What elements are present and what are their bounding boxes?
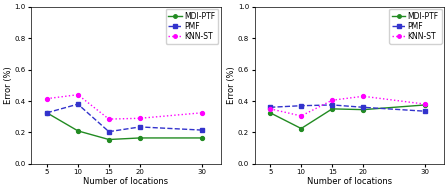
- Line: MDI-PTF: MDI-PTF: [268, 103, 427, 131]
- KNN-ST: [75, 93, 81, 96]
- PMF: [137, 126, 142, 128]
- KNN-ST: [106, 118, 112, 120]
- Line: PMF: PMF: [268, 103, 427, 113]
- X-axis label: Number of locations: Number of locations: [83, 177, 168, 186]
- PMF: [422, 110, 428, 112]
- MDI-PTF: [44, 112, 50, 114]
- PMF: [330, 104, 335, 106]
- PMF: [75, 103, 81, 105]
- PMF: [298, 105, 304, 107]
- Legend: MDI-PTF, PMF, KNN-ST: MDI-PTF, PMF, KNN-ST: [389, 9, 442, 44]
- KNN-ST: [361, 95, 366, 97]
- Y-axis label: Error (%): Error (%): [228, 66, 237, 104]
- KNN-ST: [267, 108, 273, 110]
- KNN-ST: [199, 112, 205, 114]
- PMF: [199, 129, 205, 131]
- MDI-PTF: [361, 108, 366, 111]
- PMF: [361, 106, 366, 108]
- KNN-ST: [137, 117, 142, 120]
- Legend: MDI-PTF, PMF, KNN-ST: MDI-PTF, PMF, KNN-ST: [166, 9, 218, 44]
- MDI-PTF: [330, 108, 335, 110]
- PMF: [44, 112, 50, 114]
- PMF: [267, 106, 273, 108]
- X-axis label: Number of locations: Number of locations: [307, 177, 392, 186]
- Line: KNN-ST: KNN-ST: [45, 93, 204, 121]
- MDI-PTF: [137, 137, 142, 139]
- KNN-ST: [422, 103, 428, 105]
- KNN-ST: [44, 97, 50, 100]
- Line: PMF: PMF: [45, 102, 204, 134]
- MDI-PTF: [267, 112, 273, 114]
- KNN-ST: [330, 99, 335, 101]
- MDI-PTF: [298, 127, 304, 130]
- Line: KNN-ST: KNN-ST: [268, 94, 427, 118]
- MDI-PTF: [199, 137, 205, 139]
- KNN-ST: [298, 115, 304, 117]
- Line: MDI-PTF: MDI-PTF: [45, 111, 204, 142]
- MDI-PTF: [106, 138, 112, 141]
- PMF: [106, 131, 112, 133]
- MDI-PTF: [422, 104, 428, 106]
- Y-axis label: Error (%): Error (%): [4, 66, 13, 104]
- MDI-PTF: [75, 130, 81, 132]
